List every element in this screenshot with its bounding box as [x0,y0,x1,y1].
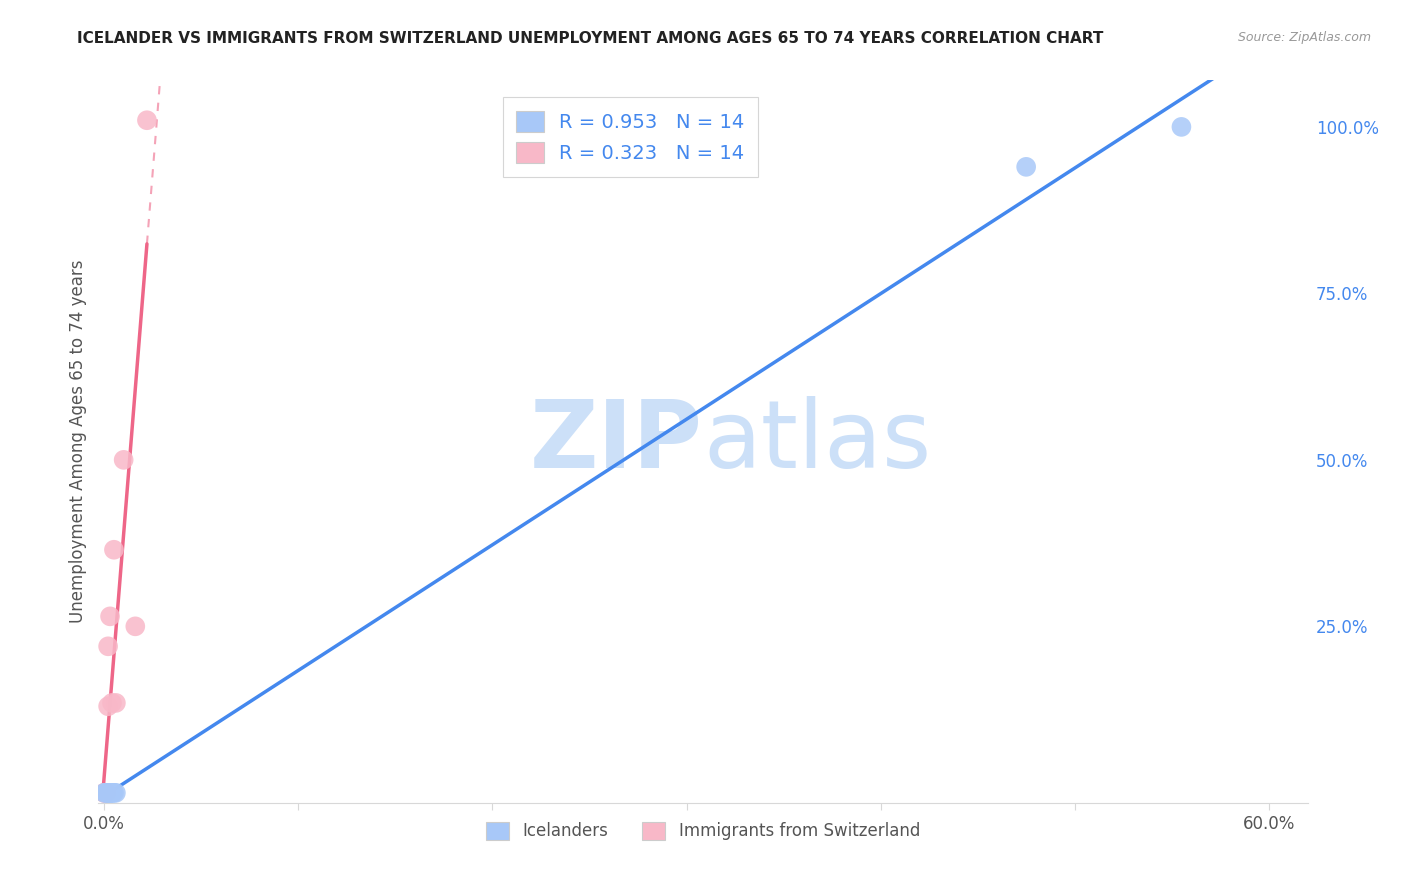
Point [104,696,127,710]
Point [93,786,115,800]
Point [101,696,124,710]
Point [1015,160,1038,174]
Text: ICELANDER VS IMMIGRANTS FROM SWITZERLAND UNEMPLOYMENT AMONG AGES 65 TO 74 YEARS : ICELANDER VS IMMIGRANTS FROM SWITZERLAND… [77,31,1104,46]
Point [136,113,159,128]
Point [98,609,121,624]
Point [101,786,124,800]
Point [98,786,121,800]
Point [124,619,146,633]
Point [96,786,118,800]
Y-axis label: Unemployment Among Ages 65 to 74 years: Unemployment Among Ages 65 to 74 years [69,260,87,624]
Point [103,542,125,557]
Point [93,786,115,800]
Text: atlas: atlas [703,395,931,488]
Point [97,786,120,800]
Point [97,699,120,714]
Point [96,786,118,800]
Point [1170,120,1192,134]
Text: Source: ZipAtlas.com: Source: ZipAtlas.com [1237,31,1371,45]
Point [97,640,120,654]
Point [104,786,127,800]
Point [98,786,121,800]
Legend: Icelanders, Immigrants from Switzerland: Icelanders, Immigrants from Switzerland [478,814,928,848]
Point [98,786,121,800]
Point [103,786,125,800]
Point [96,786,118,800]
Point [96,786,118,800]
Point [93,786,115,800]
Point [97,786,120,800]
Text: ZIP: ZIP [530,395,703,488]
Point [101,786,124,800]
Point [112,453,135,467]
Point [96,786,118,800]
